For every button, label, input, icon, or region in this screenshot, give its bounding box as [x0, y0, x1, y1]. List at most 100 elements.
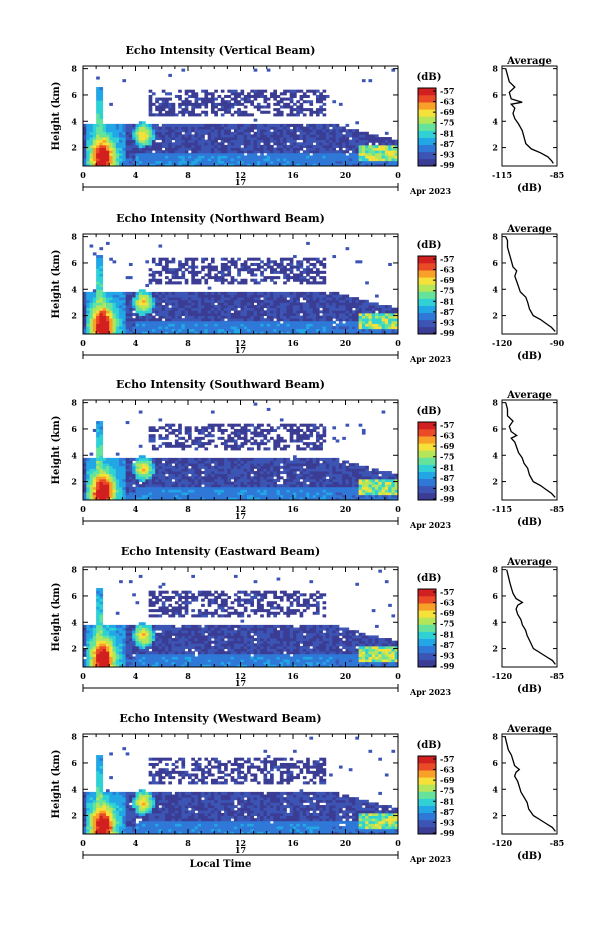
- heatmap-cell: [358, 326, 363, 330]
- heatmap-cell: [99, 273, 104, 277]
- heatmap-cell: [197, 281, 202, 285]
- heatmap-cell: [358, 134, 363, 138]
- heatmap-cell: [309, 110, 314, 114]
- heatmap-cell: [260, 278, 264, 282]
- heatmap-cell: [342, 155, 346, 159]
- heatmap-cell: [128, 318, 133, 322]
- heatmap-cell: [174, 297, 179, 301]
- heatmap-cell: [260, 423, 264, 427]
- heatmap-cell: [119, 123, 123, 127]
- heatmap-cell: [132, 492, 136, 496]
- heatmap-cell: [217, 471, 222, 475]
- heatmap-cell: [243, 439, 248, 443]
- heatmap-cell: [355, 260, 360, 264]
- heatmap-cell: [161, 155, 166, 159]
- heatmap-cell: [168, 297, 172, 301]
- heatmap-cell: [197, 476, 202, 480]
- heatmap-cell: [122, 134, 127, 138]
- heatmap-cell: [201, 299, 205, 303]
- heatmap-cell: [375, 144, 379, 148]
- heatmap-cell: [165, 270, 169, 274]
- heatmap-cell: [306, 326, 310, 330]
- heatmap-cell: [207, 439, 212, 443]
- heatmap-cell: [338, 134, 343, 138]
- heatmap-cell: [201, 465, 205, 469]
- heatmap-cell: [276, 123, 281, 127]
- heatmap-cell: [237, 326, 241, 330]
- heatmap-cell: [253, 281, 258, 285]
- heatmap-cell: [171, 144, 176, 148]
- heatmap-cell: [348, 144, 353, 148]
- heatmap-cell: [279, 158, 284, 162]
- heatmap-cell: [210, 320, 215, 324]
- heatmap-cell: [368, 139, 373, 143]
- heatmap-cell: [96, 436, 100, 440]
- heatmap-cell: [247, 302, 251, 306]
- heatmap-cell: [89, 307, 94, 311]
- heatmap-cell: [371, 318, 376, 322]
- heatmap-cell: [96, 126, 100, 130]
- heatmap-cell: [145, 497, 150, 501]
- heatmap-cell: [217, 108, 222, 112]
- heatmap-cell: [276, 129, 281, 133]
- heatmap-cell: [355, 299, 360, 303]
- heatmap-cell: [109, 315, 113, 319]
- heatmap-cell: [266, 307, 271, 311]
- heatmap-cell: [302, 278, 307, 282]
- heatmap-cell: [220, 163, 225, 167]
- heatmap-cell: [256, 134, 261, 138]
- heatmap-cell: [194, 152, 199, 156]
- heatmap-cell: [378, 326, 382, 330]
- heatmap-cell: [279, 312, 284, 316]
- heatmap-cell: [194, 100, 199, 104]
- heatmap-cell: [322, 158, 327, 162]
- heatmap-cell: [214, 471, 218, 475]
- heatmap-cell: [273, 268, 277, 272]
- heatmap-cell: [384, 137, 389, 141]
- heatmap-cell: [233, 486, 238, 490]
- heatmap-cell: [355, 160, 360, 164]
- heatmap-cell: [266, 294, 271, 298]
- heatmap-cell: [119, 468, 123, 472]
- heatmap-cell: [253, 315, 258, 319]
- heatmap-cell: [260, 457, 264, 461]
- heatmap-cell: [315, 323, 320, 327]
- heatmap-cell: [256, 102, 261, 106]
- heatmap-cell: [335, 305, 340, 309]
- heatmap-cell: [135, 489, 140, 493]
- heatmap-cell: [368, 79, 373, 83]
- heatmap-cell: [227, 328, 232, 332]
- heatmap-cell: [348, 318, 353, 322]
- heatmap-cell: [299, 147, 304, 151]
- heatmap-cell: [240, 102, 245, 106]
- heatmap-cell: [197, 270, 202, 274]
- heatmap-cell: [381, 147, 386, 151]
- heatmap-cell: [217, 492, 222, 496]
- heatmap-cell: [283, 97, 287, 101]
- heatmap-cell: [276, 150, 281, 154]
- heatmap-cell: [99, 489, 104, 493]
- heatmap-cell: [217, 307, 222, 311]
- heatmap-cell: [214, 460, 218, 464]
- heatmap-cell: [273, 123, 277, 127]
- heatmap-cell: [105, 460, 110, 464]
- heatmap-cell: [151, 434, 156, 438]
- heatmap-cell: [253, 326, 258, 330]
- heatmap-cell: [332, 100, 337, 104]
- heatmap-cell: [365, 160, 369, 164]
- heatmap-cell: [227, 473, 232, 477]
- heatmap-cell: [151, 439, 156, 443]
- heatmap-cell: [250, 478, 255, 482]
- heatmap-cell: [115, 463, 120, 467]
- heatmap-cell: [155, 331, 159, 335]
- heatmap-cell: [243, 163, 248, 167]
- heatmap-cell: [233, 294, 238, 298]
- heatmap-cell: [391, 150, 396, 154]
- heatmap-cell: [99, 92, 104, 96]
- heatmap-cell: [171, 468, 176, 472]
- heatmap-cell: [338, 299, 343, 303]
- heatmap-cell: [92, 129, 97, 133]
- heatmap-cell: [243, 442, 248, 446]
- heatmap-cell: [151, 142, 156, 146]
- heatmap-cell: [112, 126, 117, 130]
